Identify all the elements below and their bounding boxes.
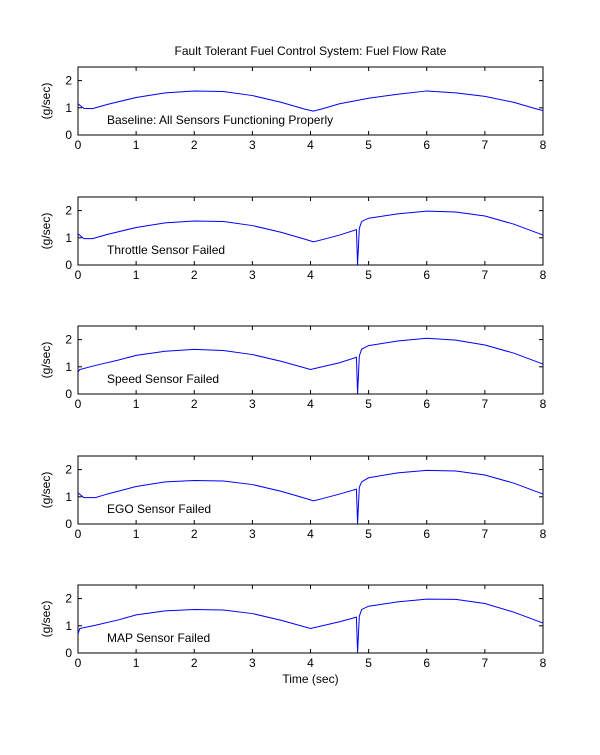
x-tick-label: 5 (365, 397, 372, 411)
y-tick-label: 2 (65, 333, 72, 347)
x-tick-label: 6 (423, 527, 430, 541)
x-tick-label: 3 (249, 138, 256, 152)
y-axis-label: (g/sec) (39, 213, 53, 250)
x-tick-label: 3 (249, 397, 256, 411)
y-tick-label: 1 (65, 101, 72, 115)
x-tick-label: 7 (482, 268, 489, 282)
y-tick-label: 2 (65, 74, 72, 88)
axes-box (77, 584, 544, 654)
axes-box (77, 325, 544, 395)
x-tick-label: 4 (307, 527, 314, 541)
x-axis-label: Time (sec) (282, 672, 338, 686)
subplot-annotation: MAP Sensor Failed (107, 631, 210, 645)
x-tick-label: 2 (191, 527, 198, 541)
y-tick-label: 0 (65, 387, 72, 401)
x-tick-label: 8 (540, 138, 547, 152)
x-tick-label: 4 (307, 656, 314, 670)
subplot-1: 0 1 2 3 4 5 6 7 8 0 1 2 (g/sec) Baseline: All Sensors… (39, 66, 547, 152)
axes-box (77, 66, 544, 136)
x-tick-label: 0 (75, 397, 82, 411)
y-axis-label: (g/sec) (39, 472, 53, 509)
fuel-flow-line (77, 337, 544, 394)
x-tick-label: 4 (307, 138, 314, 152)
x-tick-label: 6 (423, 268, 430, 282)
x-tick-label: 1 (133, 527, 140, 541)
x-tick-label: 1 (133, 397, 140, 411)
axes-box (77, 455, 544, 525)
subplot-annotation: Throttle Sensor Failed (107, 243, 225, 257)
x-tick-label: 3 (249, 527, 256, 541)
figure-title: Fault Tolerant Fuel Control System: Fuel… (175, 44, 447, 58)
subplot-annotation: Baseline: All Sensors Functioning Proper… (107, 113, 333, 127)
x-tick-label: 2 (191, 656, 198, 670)
subplot-4: 0 1 2 3 4 5 6 7 8 0 1 2 (g/sec) EGO Sensor Failed (39, 455, 547, 541)
y-tick-label: 0 (65, 646, 72, 660)
x-tick-label: 6 (423, 656, 430, 670)
subplot-annotation: EGO Sensor Failed (107, 502, 211, 516)
x-tick-label: 3 (249, 656, 256, 670)
y-tick-label: 1 (65, 619, 72, 633)
x-tick-label: 7 (482, 138, 489, 152)
axes-box (77, 196, 544, 266)
subplot-5: 0 1 2 3 4 5 6 7 8 0 1 2 (g/sec) MAP Sensor Failed (39, 584, 547, 670)
x-tick-label: 4 (307, 397, 314, 411)
y-tick-label: 1 (65, 231, 72, 245)
fuel-flow-line (77, 469, 544, 524)
fuel-flow-line (77, 90, 544, 112)
x-tick-label: 8 (540, 527, 547, 541)
x-tick-label: 0 (75, 656, 82, 670)
y-tick-label: 1 (65, 360, 72, 374)
x-tick-label: 6 (423, 138, 430, 152)
y-tick-label: 1 (65, 490, 72, 504)
x-tick-label: 2 (191, 397, 198, 411)
x-tick-label: 8 (540, 397, 547, 411)
x-tick-label: 5 (365, 268, 372, 282)
x-tick-label: 5 (365, 656, 372, 670)
x-tick-label: 1 (133, 138, 140, 152)
x-tick-label: 4 (307, 268, 314, 282)
x-tick-label: 8 (540, 656, 547, 670)
x-tick-label: 7 (482, 656, 489, 670)
x-tick-label: 7 (482, 527, 489, 541)
y-tick-label: 0 (65, 128, 72, 142)
subplot-2: 0 1 2 3 4 5 6 7 8 0 1 2 (g/sec) Throttle Sensor Faile… (39, 196, 547, 282)
y-tick-label: 2 (65, 463, 72, 477)
x-tick-label: 7 (482, 397, 489, 411)
x-tick-label: 0 (75, 268, 82, 282)
fuel-flow-line (77, 598, 544, 653)
subplot-annotation: Speed Sensor Failed (107, 372, 219, 386)
y-tick-label: 0 (65, 258, 72, 272)
x-tick-label: 1 (133, 268, 140, 282)
x-tick-label: 2 (191, 138, 198, 152)
fuel-flow-line (77, 210, 544, 265)
x-tick-label: 0 (75, 527, 82, 541)
y-axis-label: (g/sec) (39, 83, 53, 120)
x-tick-label: 6 (423, 397, 430, 411)
x-tick-label: 2 (191, 268, 198, 282)
x-tick-label: 3 (249, 268, 256, 282)
x-tick-label: 5 (365, 527, 372, 541)
y-axis-label: (g/sec) (39, 342, 53, 379)
x-tick-label: 8 (540, 268, 547, 282)
y-tick-label: 2 (65, 592, 72, 606)
x-tick-label: 5 (365, 138, 372, 152)
subplot-3: 0 1 2 3 4 5 6 7 8 0 1 2 (g/sec) Speed Sensor Failed (39, 325, 547, 411)
x-tick-label: 1 (133, 656, 140, 670)
y-tick-label: 0 (65, 517, 72, 531)
y-axis-label: (g/sec) (39, 601, 53, 638)
y-tick-label: 2 (65, 204, 72, 218)
x-tick-label: 0 (75, 138, 82, 152)
